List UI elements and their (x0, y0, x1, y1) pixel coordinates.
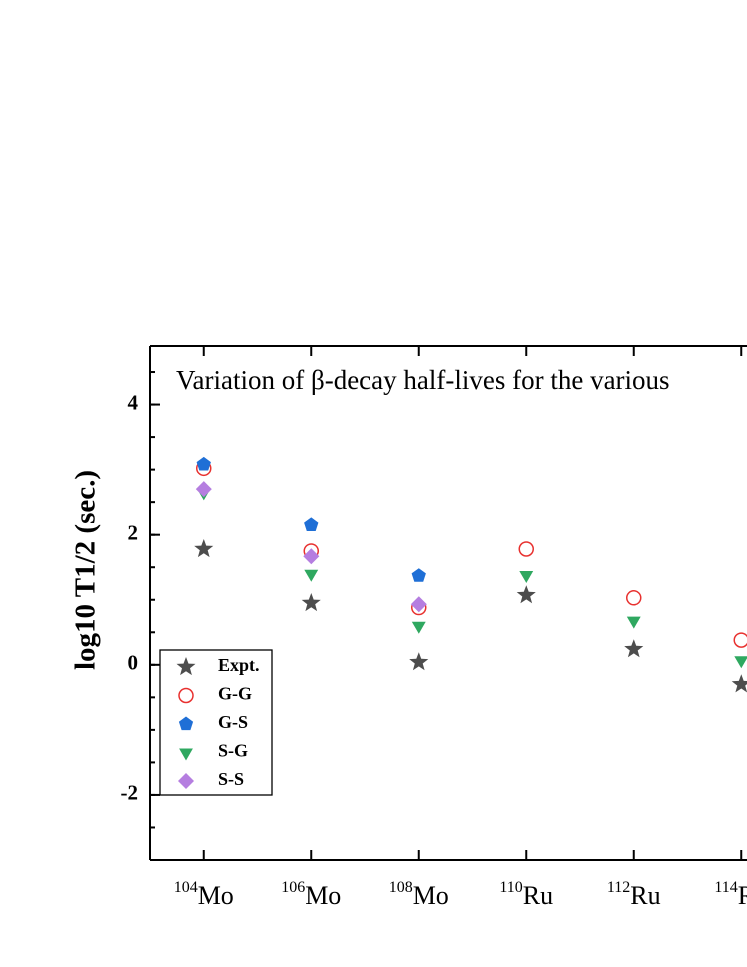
marker (179, 748, 193, 761)
mass-number: 106 (281, 879, 305, 896)
mass-number: 114 (714, 879, 737, 896)
marker (516, 585, 536, 604)
element: Mo (198, 881, 234, 910)
element: Mo (305, 881, 341, 910)
marker (411, 621, 426, 634)
mass-number: 108 (389, 879, 413, 896)
marker (304, 517, 319, 531)
x-tick-label: 114Ru (714, 879, 747, 910)
y-tick-label: 0 (128, 651, 139, 675)
y-tick-label: 4 (128, 390, 139, 414)
marker (518, 541, 534, 557)
marker (409, 652, 429, 671)
marker (178, 687, 194, 704)
marker (176, 657, 196, 676)
marker (410, 596, 427, 613)
legend-label: G-S (218, 712, 248, 732)
legend-label: S-G (218, 741, 248, 761)
marker (194, 539, 214, 558)
marker (178, 716, 194, 731)
x-tick-label: 110Ru (499, 879, 553, 910)
marker (733, 632, 747, 648)
legend-label: G-G (218, 684, 252, 704)
marker (196, 456, 211, 471)
x-tick-label: 104Mo (174, 879, 234, 910)
x-tick-label: 112Ru (607, 879, 661, 910)
element: Ru (738, 881, 747, 910)
element: Mo (413, 881, 449, 910)
chart-title: Variation of β-decay half-lives for the … (176, 365, 670, 395)
marker (626, 590, 642, 606)
mass-number: 112 (607, 879, 630, 896)
element: Ru (523, 881, 553, 910)
y-axis-label: log10 T1/2 (sec.) (70, 470, 102, 670)
marker (626, 616, 641, 629)
marker (519, 571, 534, 583)
marker (624, 639, 644, 658)
x-tick-label: 108Mo (389, 879, 449, 910)
marker (195, 481, 212, 498)
marker (411, 568, 426, 582)
marker (303, 548, 320, 565)
y-tick-label: -2 (121, 781, 139, 805)
marker (731, 674, 747, 693)
marker (301, 593, 321, 612)
legend-label: Expt. (218, 655, 260, 675)
marker (734, 656, 747, 669)
marker (304, 569, 319, 582)
legend-box (159, 649, 273, 796)
y-tick-label: 2 (128, 520, 139, 544)
marker (178, 773, 194, 789)
mass-number: 110 (499, 879, 522, 896)
mass-number: 104 (174, 879, 198, 896)
legend-label: S-S (218, 769, 244, 789)
x-tick-label: 106Mo (281, 879, 341, 910)
element: Ru (630, 881, 660, 910)
